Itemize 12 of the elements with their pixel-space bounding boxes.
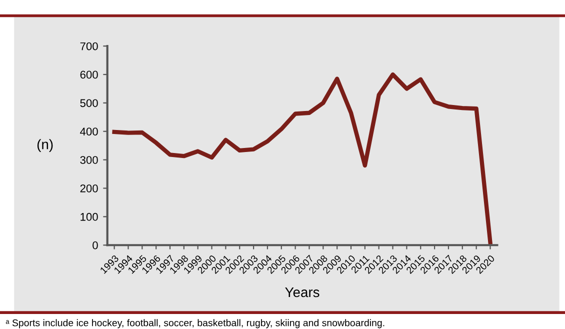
- y-axis-title: (n): [37, 139, 53, 152]
- y-tick-label: 300: [80, 156, 98, 164]
- line-series: [112, 72, 492, 244]
- y-tick-label: 700: [80, 42, 98, 50]
- y-tick-label: 400: [80, 128, 98, 136]
- text: ᵃ Sports include ice hockey, football, soccer, basketball, rugby, skiing and snowboarding.: [6, 319, 384, 328]
- y-tick-label: 600: [80, 70, 98, 79]
- y-tick-label: 500: [80, 99, 98, 108]
- x-axis-title: Years: [285, 287, 320, 298]
- y-tick-label: 200: [80, 184, 98, 192]
- y-tick-label: 100: [80, 212, 98, 221]
- y-tick-label: 0: [92, 241, 98, 250]
